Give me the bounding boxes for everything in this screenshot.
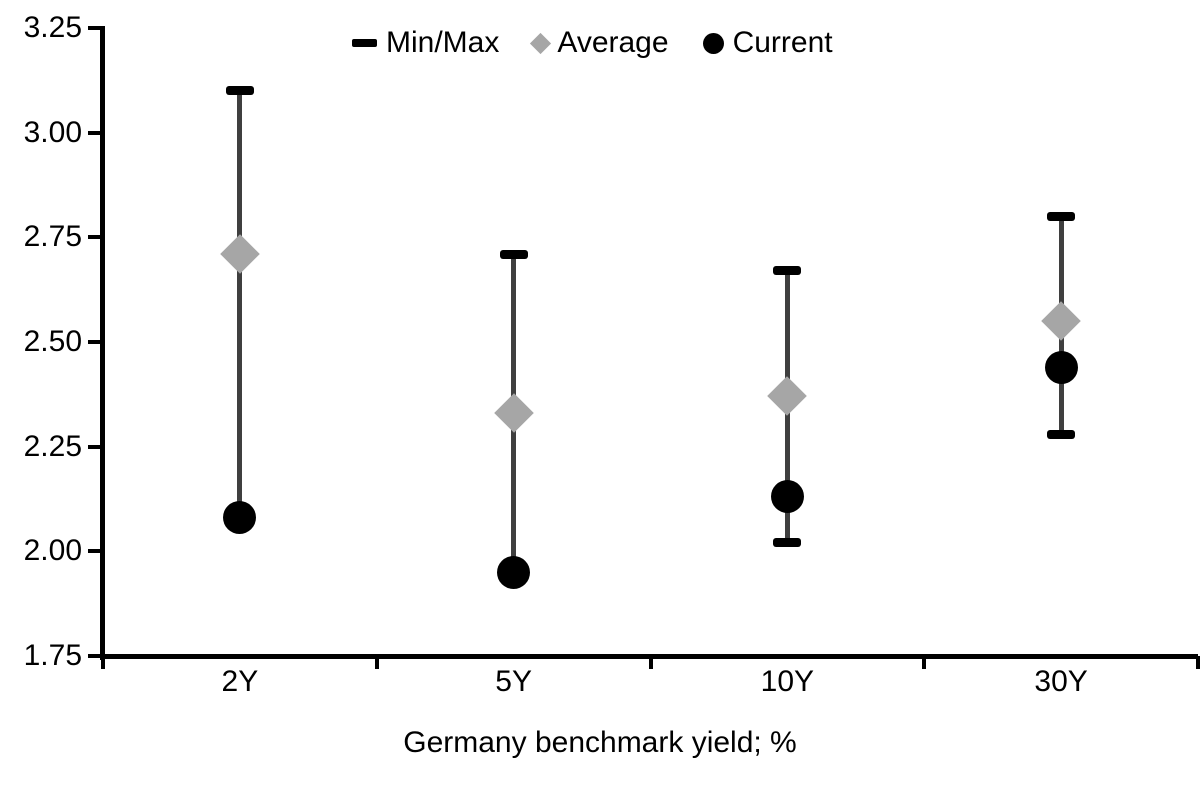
x-tick <box>101 656 105 669</box>
chart-legend: Min/Max Average Current <box>352 26 833 60</box>
legend-label-current: Current <box>732 26 833 59</box>
average-diamond-icon <box>530 32 552 54</box>
average-marker <box>767 376 808 417</box>
current-marker <box>1044 350 1078 384</box>
current-circle-icon <box>702 32 724 54</box>
x-category-label: 30Y <box>1034 665 1088 698</box>
x-tick <box>922 656 927 669</box>
y-tick <box>88 235 103 240</box>
y-tick-label: 3.00 <box>23 115 82 149</box>
y-tick-label: 2.75 <box>23 220 82 254</box>
y-tick-label: 3.25 <box>23 11 82 44</box>
y-tick-label: 2.50 <box>23 325 82 358</box>
y-tick <box>88 654 103 658</box>
y-tick <box>88 340 103 344</box>
y-tick-label: 1.75 <box>23 639 82 672</box>
legend-label-average: Average <box>557 26 669 59</box>
legend-item-average: Average <box>530 26 669 60</box>
x-tick <box>374 656 379 669</box>
average-marker <box>220 234 260 274</box>
legend-item-current: Current <box>702 26 833 60</box>
max-cap <box>225 86 254 96</box>
max-cap <box>773 266 802 276</box>
max-cap <box>499 249 528 259</box>
y-tick <box>88 549 103 554</box>
min-cap <box>773 538 802 548</box>
y-tick <box>88 444 103 449</box>
minmax-range-line <box>237 90 243 518</box>
min-cap <box>1047 429 1076 439</box>
legend-label-minmax: Min/Max <box>386 26 500 59</box>
x-tick <box>1196 656 1200 669</box>
average-marker <box>493 393 534 433</box>
legend-item-minmax: Min/Max <box>352 26 499 60</box>
x-tick <box>648 656 653 669</box>
max-cap <box>1047 211 1076 221</box>
y-tick-label: 2.25 <box>23 429 82 463</box>
x-category-label: 2Y <box>221 665 259 698</box>
y-tick-label: 2.00 <box>23 534 82 568</box>
x-category-label: 5Y <box>495 665 532 698</box>
current-marker <box>223 501 257 535</box>
current-marker <box>770 480 804 514</box>
x-category-label: 10Y <box>760 665 815 698</box>
y-tick <box>88 26 103 30</box>
x-axis-title: Germany benchmark yield; % <box>403 726 797 759</box>
y-tick <box>88 130 103 135</box>
average-marker <box>1041 301 1081 341</box>
current-marker <box>497 555 531 589</box>
minmax-dash-icon <box>352 39 377 47</box>
